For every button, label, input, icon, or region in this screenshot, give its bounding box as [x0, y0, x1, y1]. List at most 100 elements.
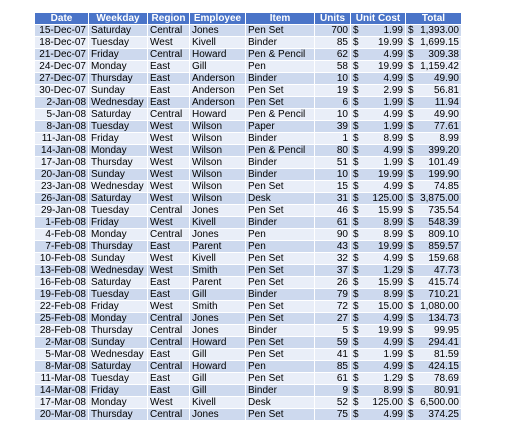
cell-employee[interactable]: Kivell [189, 36, 246, 49]
cell-total[interactable]: $399.20 [405, 144, 462, 157]
cell-weekday[interactable]: Friday [88, 48, 148, 61]
cell-units[interactable]: 58 [314, 60, 351, 73]
cell-unit-cost[interactable]: $4.99 [350, 72, 406, 85]
cell-date[interactable]: 20-Mar-08 [34, 408, 89, 421]
cell-unit-cost[interactable]: $15.99 [350, 276, 406, 289]
cell-unit-cost[interactable]: $19.99 [350, 36, 406, 49]
cell-region[interactable]: East [147, 288, 190, 301]
header-units[interactable]: Units [314, 12, 351, 25]
cell-employee[interactable]: Kivell [189, 216, 246, 229]
cell-units[interactable]: 61 [314, 216, 351, 229]
cell-total[interactable]: $47.73 [405, 264, 462, 277]
cell-region[interactable]: East [147, 372, 190, 385]
cell-date[interactable]: 11-Jan-08 [34, 132, 89, 145]
cell-region[interactable]: Central [147, 408, 190, 421]
cell-item[interactable]: Pen Set [245, 24, 315, 37]
cell-total[interactable]: $424.15 [405, 360, 462, 373]
cell-date[interactable]: 29-Jan-08 [34, 204, 89, 217]
cell-total[interactable]: $710.21 [405, 288, 462, 301]
cell-total[interactable]: $735.54 [405, 204, 462, 217]
cell-unit-cost[interactable]: $4.99 [350, 48, 406, 61]
cell-item[interactable]: Pen Set [245, 84, 315, 97]
cell-weekday[interactable]: Wednesday [88, 348, 148, 361]
cell-region[interactable]: West [147, 216, 190, 229]
cell-units[interactable]: 43 [314, 240, 351, 253]
cell-region[interactable]: Central [147, 204, 190, 217]
cell-unit-cost[interactable]: $1.29 [350, 264, 406, 277]
cell-weekday[interactable]: Saturday [88, 276, 148, 289]
cell-units[interactable]: 90 [314, 228, 351, 241]
cell-units[interactable]: 41 [314, 348, 351, 361]
cell-units[interactable]: 79 [314, 288, 351, 301]
cell-region[interactable]: West [147, 192, 190, 205]
cell-date[interactable]: 23-Jan-08 [34, 180, 89, 193]
cell-units[interactable]: 1 [314, 132, 351, 145]
cell-item[interactable]: Paper [245, 120, 315, 133]
cell-item[interactable]: Binder [245, 288, 315, 301]
cell-item[interactable]: Pen Set [245, 348, 315, 361]
cell-units[interactable]: 46 [314, 204, 351, 217]
cell-weekday[interactable]: Monday [88, 312, 148, 325]
cell-units[interactable]: 10 [314, 108, 351, 121]
cell-date[interactable]: 7-Feb-08 [34, 240, 89, 253]
cell-item[interactable]: Pen Set [245, 180, 315, 193]
cell-region[interactable]: Central [147, 324, 190, 337]
cell-date[interactable]: 16-Feb-08 [34, 276, 89, 289]
cell-unit-cost[interactable]: $125.00 [350, 396, 406, 409]
cell-employee[interactable]: Jones [189, 204, 246, 217]
cell-total[interactable]: $1,393.00 [405, 24, 462, 37]
cell-date[interactable]: 25-Feb-08 [34, 312, 89, 325]
cell-date[interactable]: 10-Feb-08 [34, 252, 89, 265]
cell-region[interactable]: Central [147, 108, 190, 121]
cell-date[interactable]: 5-Jan-08 [34, 108, 89, 121]
cell-total[interactable]: $134.73 [405, 312, 462, 325]
cell-total[interactable]: $309.38 [405, 48, 462, 61]
cell-region[interactable]: East [147, 84, 190, 97]
cell-date[interactable]: 14-Jan-08 [34, 144, 89, 157]
cell-date[interactable]: 24-Dec-07 [34, 60, 89, 73]
cell-units[interactable]: 51 [314, 156, 351, 169]
cell-total[interactable]: $74.85 [405, 180, 462, 193]
cell-date[interactable]: 19-Feb-08 [34, 288, 89, 301]
cell-item[interactable]: Binder [245, 132, 315, 145]
cell-date[interactable]: 8-Jan-08 [34, 120, 89, 133]
cell-weekday[interactable]: Saturday [88, 24, 148, 37]
cell-item[interactable]: Pen Set [245, 252, 315, 265]
cell-unit-cost[interactable]: $2.99 [350, 84, 406, 97]
cell-item[interactable]: Binder [245, 168, 315, 181]
cell-units[interactable]: 61 [314, 372, 351, 385]
cell-units[interactable]: 37 [314, 264, 351, 277]
cell-item[interactable]: Pen & Pencil [245, 108, 315, 121]
cell-weekday[interactable]: Sunday [88, 168, 148, 181]
cell-units[interactable]: 59 [314, 336, 351, 349]
cell-item[interactable]: Binder [245, 72, 315, 85]
cell-unit-cost[interactable]: $1.99 [350, 120, 406, 133]
cell-total[interactable]: $859.57 [405, 240, 462, 253]
cell-date[interactable]: 14-Mar-08 [34, 384, 89, 397]
cell-region[interactable]: West [147, 180, 190, 193]
cell-employee[interactable]: Kivell [189, 396, 246, 409]
cell-units[interactable]: 26 [314, 276, 351, 289]
cell-item[interactable]: Pen Set [245, 264, 315, 277]
cell-date[interactable]: 2-Mar-08 [34, 336, 89, 349]
cell-item[interactable]: Pen Set [245, 276, 315, 289]
cell-weekday[interactable]: Thursday [88, 240, 148, 253]
cell-weekday[interactable]: Friday [88, 216, 148, 229]
cell-total[interactable]: $548.39 [405, 216, 462, 229]
cell-employee[interactable]: Jones [189, 228, 246, 241]
cell-total[interactable]: $49.90 [405, 72, 462, 85]
cell-weekday[interactable]: Saturday [88, 360, 148, 373]
cell-date[interactable]: 15-Dec-07 [34, 24, 89, 37]
cell-unit-cost[interactable]: $8.99 [350, 216, 406, 229]
cell-total[interactable]: $49.90 [405, 108, 462, 121]
cell-item[interactable]: Binder [245, 36, 315, 49]
cell-units[interactable]: 85 [314, 360, 351, 373]
cell-unit-cost[interactable]: $8.99 [350, 228, 406, 241]
cell-item[interactable]: Pen Set [245, 204, 315, 217]
cell-region[interactable]: East [147, 60, 190, 73]
cell-region[interactable]: West [147, 264, 190, 277]
cell-item[interactable]: Pen Set [245, 336, 315, 349]
cell-unit-cost[interactable]: $1.99 [350, 156, 406, 169]
header-weekday[interactable]: Weekday [88, 12, 148, 25]
cell-item[interactable]: Pen Set [245, 300, 315, 313]
